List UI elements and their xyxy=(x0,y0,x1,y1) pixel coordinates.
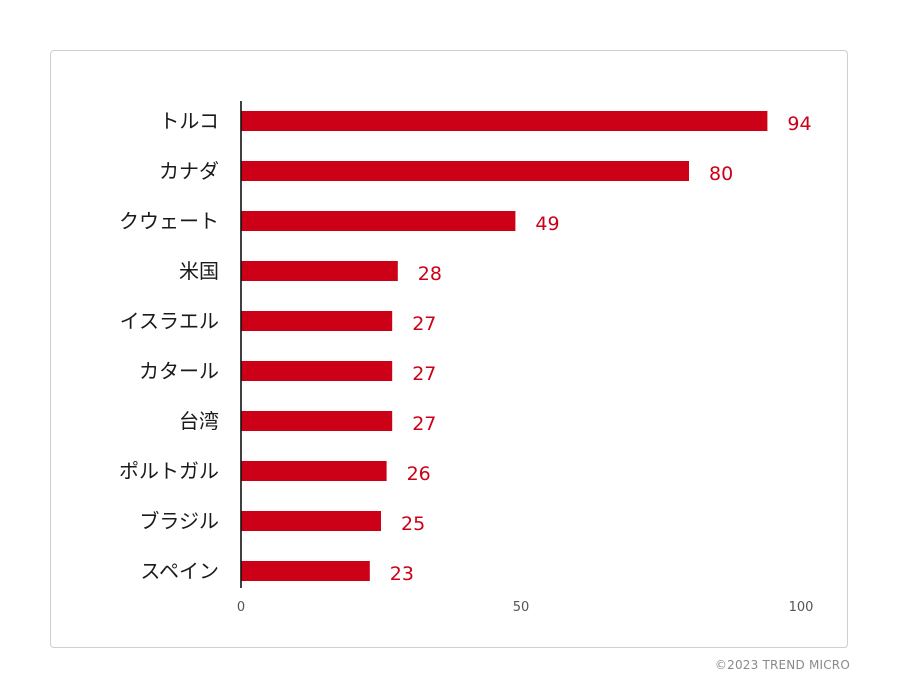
value-label: 80 xyxy=(709,163,733,185)
bar xyxy=(241,461,387,481)
category-label: トルコ xyxy=(159,109,219,133)
value-label: 25 xyxy=(401,513,425,535)
value-label: 26 xyxy=(407,463,431,485)
category-label: 米国 xyxy=(179,259,219,283)
category-label: ブラジル xyxy=(139,509,219,533)
bar xyxy=(241,311,393,331)
value-label: 94 xyxy=(787,113,811,135)
category-label: 台湾 xyxy=(179,409,219,433)
bar xyxy=(241,361,393,381)
bar xyxy=(241,511,381,531)
category-label: ポルトガル xyxy=(119,459,219,483)
bar xyxy=(241,411,393,431)
bar xyxy=(241,261,398,281)
x-tick-label: 50 xyxy=(513,600,530,615)
labels-layer: トルコ 94 カナダ 80 クウェート 49 米国 28 イスラエル 27 カタール 27 台湾 27 ポル… xyxy=(119,109,812,585)
value-label: 49 xyxy=(535,213,559,235)
category-label: イスラエル xyxy=(120,309,219,333)
x-tick-label: 100 xyxy=(789,600,814,615)
value-label: 23 xyxy=(390,563,414,585)
value-label: 27 xyxy=(412,313,436,335)
value-label: 27 xyxy=(412,413,436,435)
category-label: カタール xyxy=(139,359,219,383)
category-label: カナダ xyxy=(159,159,219,183)
category-label: スペイン xyxy=(140,559,219,583)
bars-layer xyxy=(241,111,768,581)
value-label: 27 xyxy=(412,363,436,385)
category-label: クウェート xyxy=(119,209,219,233)
bar xyxy=(241,161,689,181)
bar xyxy=(241,211,516,231)
copyright-text: ©2023 TREND MICRO xyxy=(714,658,850,672)
bar-chart: トルコ 94 カナダ 80 クウェート 49 米国 28 イスラエル 27 カタール 27 台湾 27 ポル… xyxy=(119,101,814,615)
bar xyxy=(241,111,768,131)
bar xyxy=(241,561,370,581)
value-label: 28 xyxy=(418,263,442,285)
chart-card: トルコ 94 カナダ 80 クウェート 49 米国 28 イスラエル 27 カタール 27 台湾 27 ポル… xyxy=(50,50,848,648)
x-tick-label: 0 xyxy=(237,600,245,615)
axis-layer: 0 50 100 xyxy=(237,101,814,615)
